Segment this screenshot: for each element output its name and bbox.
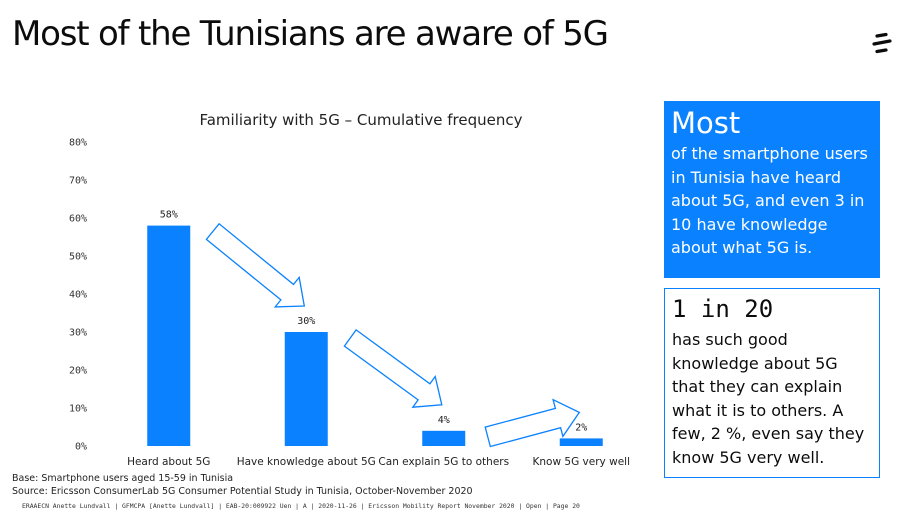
callout-most-line: about 5G, and even 3 in <box>671 191 865 210</box>
y-tick-label: 20% <box>69 366 87 377</box>
callout-one-in-twenty-line: know 5G very well. <box>672 447 825 467</box>
data-labels: 58% 30% 4% 2% <box>160 210 588 434</box>
callout-most-line: in Tunisia have heard <box>671 167 841 187</box>
callout-most-line: of the smartphone users <box>671 144 868 163</box>
y-tick-label: 0% <box>75 442 87 453</box>
callout-most: Most of the smartphone users in Tunisia h… <box>664 101 880 278</box>
callout-most-headline: Most <box>671 106 741 140</box>
hollow-arrow <box>343 328 443 408</box>
callout-most-body: of the smartphone users in Tunisia have h… <box>671 142 873 260</box>
bar <box>284 332 328 446</box>
bar-data-label: 4% <box>438 415 450 426</box>
bar <box>559 438 603 446</box>
callout-one-in-twenty-line: that they can explain <box>672 377 843 396</box>
y-axis: 0% 10% 20% 30% 40% 50% 60% 70% 80% <box>69 138 87 453</box>
callout-one-in-twenty-line: what it is to others. A <box>672 400 844 420</box>
x-tick-label: Heard about 5G <box>127 456 210 468</box>
y-tick-label: 40% <box>69 290 87 301</box>
footnote-source: Source: Ericsson ConsumerLab 5G Consumer… <box>12 486 473 497</box>
y-tick-label: 50% <box>69 252 87 263</box>
x-axis: Heard about 5G Have knowledge about 5G Can… <box>127 456 630 468</box>
bar <box>422 430 466 446</box>
footnote-base: Base: Smartphone users aged 15-59 in Tun… <box>12 473 234 484</box>
chart-annotations <box>205 222 581 448</box>
chart-title: Familiarity with 5G – Cumulative frequen… <box>199 111 522 129</box>
x-tick-label: Have knowledge about 5G <box>237 456 376 468</box>
y-tick-label: 60% <box>69 214 87 225</box>
y-tick-label: 80% <box>69 138 87 149</box>
x-tick-label: Know 5G very well <box>533 456 630 468</box>
y-tick-label: 30% <box>69 328 87 339</box>
hollow-arrow <box>484 398 581 448</box>
callout-one-in-twenty-line: has such good <box>672 330 788 349</box>
callout-one-in-twenty-body: has such good knowledge about 5G that they… <box>672 328 872 469</box>
callout-one-in-twenty: 1 in 20 has such good knowledge about 5G t… <box>664 288 880 478</box>
y-tick-label: 10% <box>69 404 87 415</box>
bar-data-label: 30% <box>297 316 315 327</box>
y-tick-label: 70% <box>69 176 87 187</box>
bar-chart: Familiarity with 5G – Cumulative frequen… <box>69 111 630 468</box>
bar <box>147 225 191 446</box>
callout-most-line: 10 have knowledge <box>671 214 828 234</box>
bar-series <box>147 225 603 446</box>
footnotes: Base: Smartphone users aged 15-59 in Tun… <box>12 472 473 498</box>
page-title: Most of the Tunisians are aware of 5G <box>12 14 609 54</box>
slide-footer: ERAAECN Anette Lundvall | GFMCPA [Anette… <box>22 502 580 510</box>
hollow-arrow <box>205 222 306 308</box>
x-tick-label: Can explain 5G to others <box>378 456 509 468</box>
ericsson-logo-icon <box>872 32 892 54</box>
callout-one-in-twenty-line: few, 2 %, even say they <box>672 424 865 443</box>
callout-one-in-twenty-headline: 1 in 20 <box>672 295 774 323</box>
callout-one-in-twenty-line: knowledge about 5G <box>672 353 838 373</box>
bar-data-label: 58% <box>160 210 178 221</box>
callout-most-line: about what 5G is. <box>671 238 813 257</box>
bar-data-label: 2% <box>575 422 587 433</box>
